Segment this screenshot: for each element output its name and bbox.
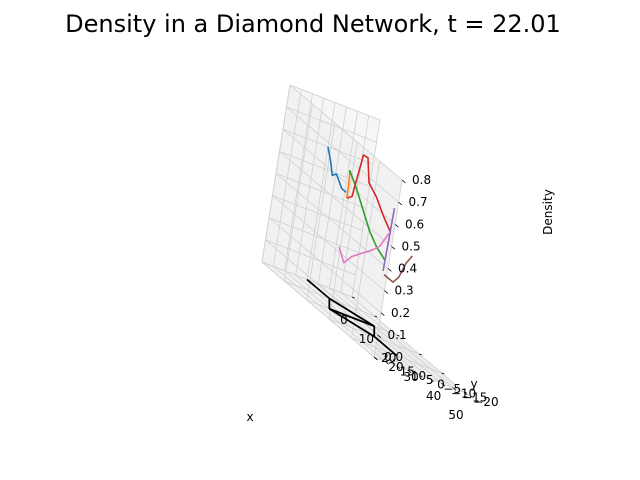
x-tick-label: 50 [448,408,463,422]
z-tick-label: 0.4 [398,262,417,276]
density-series-1 [327,146,347,193]
grid-line-z-left [265,239,356,276]
x-tick-label: 30 [404,370,419,384]
y-axis-label: y [470,377,477,391]
y-tick-mark [463,391,468,396]
y-tick-label: 5 [426,373,434,387]
z-tick-mark [401,179,406,184]
grid-line-z-left [275,173,367,209]
grid-line-z-back [282,128,396,225]
z-tick-label: 0.5 [402,239,421,253]
z-tick-label: 0.1 [388,328,407,342]
x-tick-mark [396,334,400,337]
y-tick-label: −20 [473,395,498,409]
grid-line-z-left [289,84,381,121]
x-tick-mark [351,296,355,299]
z-tick-label: 0.0 [384,350,403,364]
y-tick-mark [452,387,457,391]
grid-line-z-left [272,195,363,231]
density-series-7 [383,255,414,284]
grid-line-y-floor [340,292,454,388]
z-tick-label: 0.7 [409,195,428,209]
series-group [327,146,414,284]
z-tick-label: 0.2 [391,306,410,320]
network-edge [373,335,398,357]
grid-line-y-floor [272,266,386,362]
y-tick-mark [396,365,401,369]
grid-line-z-back [268,217,382,314]
x-tick-mark [441,372,445,375]
z-tick-mark [387,268,392,272]
network-group [306,278,398,357]
density-series-4 [346,154,392,233]
x-tick-label: 40 [426,389,441,403]
y-tick-label: −5 [443,382,461,396]
z-tick-label: 0.8 [412,173,431,187]
y-tick-label: 0 [437,378,445,392]
network-edge [306,278,330,300]
x-tick-label: 20 [381,351,396,365]
ticks-group: 01020304050−20−15−10−5051015200.00.10.20… [340,173,498,422]
grid-line-z-back [289,84,403,181]
y-tick-label: 10 [411,369,426,383]
density-series-5 [382,208,396,272]
grid-line-z-left [268,217,360,254]
x-tick-label: 0 [340,313,348,327]
grid-line-z-back [275,173,389,269]
network-edge [328,307,375,338]
y-tick-mark [441,382,446,387]
y-tick-label: 15 [400,364,415,378]
network-edge [328,297,375,328]
z-tick-mark [398,201,403,206]
y-tick-mark [384,361,389,365]
z-tick-mark [384,290,389,294]
x-tick-mark [374,315,378,318]
x-tick-label: 10 [359,332,374,346]
grid-line-y-floor [284,270,397,367]
z-axis-label: Density [541,189,555,235]
y-tick-mark [407,369,412,374]
y-tick-label: −15 [462,391,487,405]
y-tick-mark [429,378,434,383]
z-tick-label: 0.3 [395,284,414,298]
density-series-6 [338,232,390,264]
grid-line-z-left [286,106,377,143]
network-edge [328,307,375,328]
grid-line-z-back [265,239,378,336]
grid-line-z-left [282,128,374,165]
grid-line-z-left [279,151,370,187]
grid-line-z-back [279,151,392,247]
z-tick-label: 0.6 [405,217,424,231]
z-tick-mark [380,312,385,316]
y-tick-label: 20 [388,360,403,374]
grid-line-y-floor [329,287,442,384]
grid-line-z-back [261,261,375,358]
y-tick-label: −10 [451,386,476,400]
grid-line-y-floor [351,296,465,393]
chart-title: Density in a Diamond Network, t = 22.01 [65,10,561,38]
z-tick-mark [391,246,396,250]
x-tick-mark [419,353,423,356]
y-tick-mark [418,374,423,378]
x-axis-label: x [246,410,253,424]
z-tick-mark [373,356,378,361]
grid-line-z-back [286,106,399,203]
grid-line-z-back [272,195,385,291]
z-tick-mark [377,334,382,339]
z-tick-mark [394,223,399,228]
